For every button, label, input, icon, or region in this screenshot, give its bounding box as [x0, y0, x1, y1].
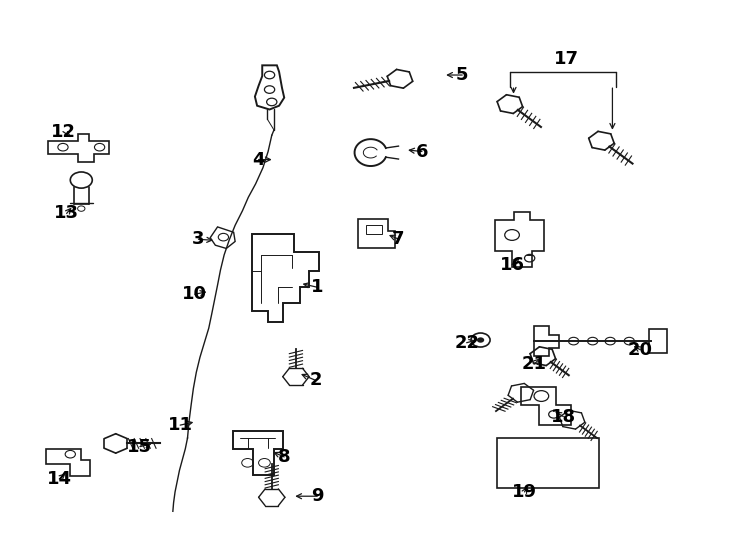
Text: 2: 2 [310, 372, 322, 389]
Text: 11: 11 [167, 416, 193, 434]
Text: 5: 5 [456, 66, 468, 84]
Text: 14: 14 [47, 470, 72, 488]
Text: 22: 22 [454, 334, 479, 352]
Text: 17: 17 [553, 50, 579, 68]
Text: 18: 18 [550, 408, 576, 426]
Text: 12: 12 [51, 123, 76, 140]
Text: 19: 19 [512, 483, 537, 501]
Text: 10: 10 [182, 285, 207, 303]
Text: 20: 20 [628, 341, 653, 359]
Text: 4: 4 [252, 151, 265, 168]
Text: 8: 8 [278, 448, 291, 466]
Text: 3: 3 [192, 230, 205, 248]
Text: 6: 6 [415, 143, 428, 160]
Text: 16: 16 [500, 255, 525, 274]
Text: 9: 9 [311, 487, 324, 505]
Circle shape [477, 338, 484, 343]
Bar [498, 438, 598, 488]
Text: 15: 15 [128, 437, 153, 456]
Text: 7: 7 [391, 230, 404, 248]
Text: 13: 13 [54, 205, 79, 222]
Text: 21: 21 [522, 355, 547, 373]
Text: 1: 1 [311, 278, 324, 296]
